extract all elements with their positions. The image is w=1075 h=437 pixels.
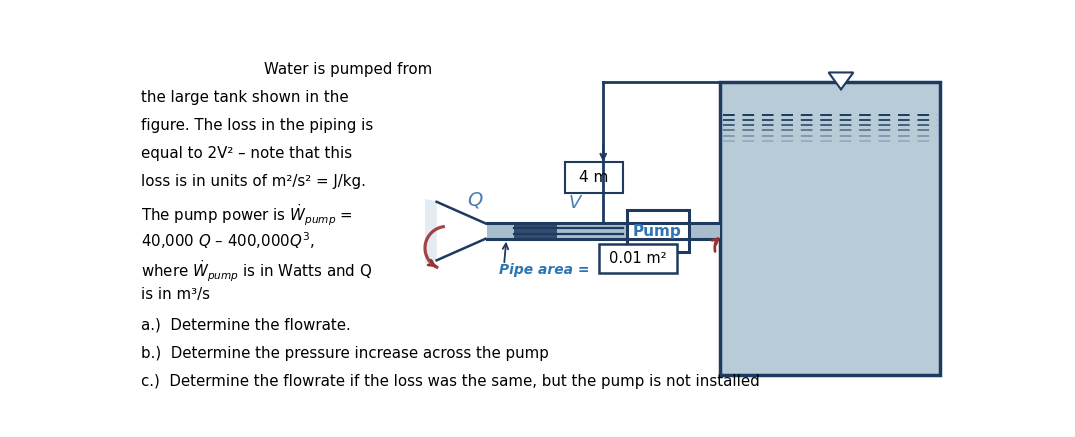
FancyBboxPatch shape: [487, 223, 719, 239]
FancyBboxPatch shape: [600, 244, 677, 274]
Text: c.)  Determine the flowrate if the loss was the same, but the pump is not instal: c.) Determine the flowrate if the loss w…: [141, 374, 759, 389]
Text: 40,000 $Q$ – 400,000$Q^3$,: 40,000 $Q$ – 400,000$Q^3$,: [141, 230, 314, 251]
Text: 4 m: 4 m: [578, 170, 608, 185]
Text: figure. The loss in the piping is: figure. The loss in the piping is: [141, 118, 373, 133]
Text: 0.01 m²: 0.01 m²: [610, 251, 666, 266]
Text: The pump power is $\dot{W}_{pump}$ =: The pump power is $\dot{W}_{pump}$ =: [141, 202, 353, 228]
Text: where $\dot{W}_{pump}$ is in Watts and Q: where $\dot{W}_{pump}$ is in Watts and Q: [141, 258, 372, 284]
Text: $Q$: $Q$: [468, 190, 484, 209]
Text: b.)  Determine the pressure increase across the pump: b.) Determine the pressure increase acro…: [141, 346, 548, 361]
Polygon shape: [425, 199, 436, 264]
Polygon shape: [829, 73, 854, 90]
Text: Pipe area =: Pipe area =: [499, 264, 589, 277]
Text: Water is pumped from: Water is pumped from: [264, 62, 433, 76]
Text: Pump: Pump: [633, 224, 682, 239]
Text: a.)  Determine the flowrate.: a.) Determine the flowrate.: [141, 318, 350, 333]
Text: $V$: $V$: [569, 194, 584, 212]
FancyBboxPatch shape: [514, 224, 557, 239]
Text: equal to 2V² – note that this: equal to 2V² – note that this: [141, 146, 352, 161]
FancyBboxPatch shape: [719, 83, 941, 375]
Text: is in m³/s: is in m³/s: [141, 287, 210, 302]
Text: the large tank shown in the: the large tank shown in the: [141, 90, 348, 105]
FancyBboxPatch shape: [564, 162, 622, 193]
Polygon shape: [436, 202, 486, 260]
FancyBboxPatch shape: [627, 210, 688, 252]
Text: loss is in units of m²/s² = J/kg.: loss is in units of m²/s² = J/kg.: [141, 174, 366, 189]
